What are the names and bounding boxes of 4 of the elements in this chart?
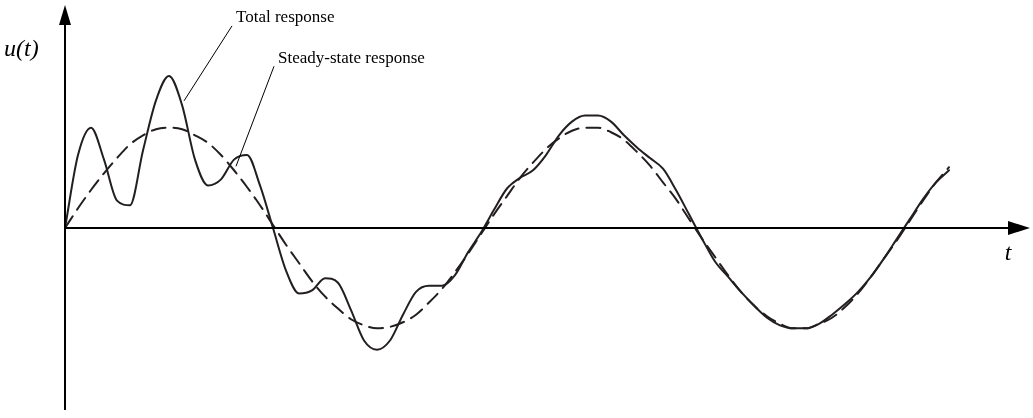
text: Steady-state response [278, 47, 425, 67]
y-axis-title: u(t) [4, 35, 39, 62]
x-axis-title: t [1004, 239, 1013, 266]
text: Total response [236, 7, 335, 27]
